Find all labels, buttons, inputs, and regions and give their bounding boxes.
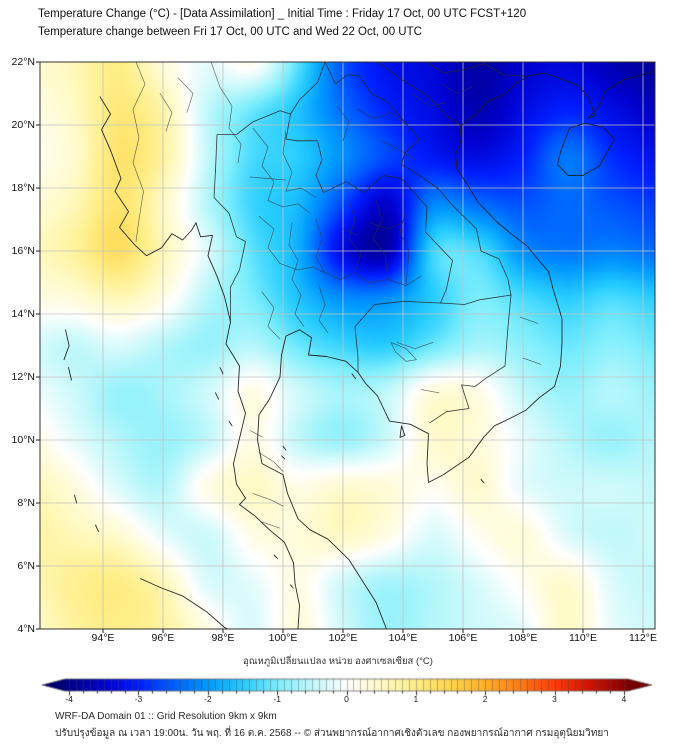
x-tick-label: 100°E [268, 632, 298, 644]
colorbar-canvas [0, 672, 676, 698]
colorbar-tick-label: 3 [552, 694, 557, 704]
footer-domain-info: WRF-DA Domain 01 :: Grid Resolution 9km … [55, 711, 277, 722]
colorbar-tick-label: -2 [204, 694, 212, 704]
page-title: Temperature Change (°C) - [Data Assimila… [38, 8, 527, 20]
footer-update-info: ปรับปรุงข้อมูล ณ เวลา 19:00น. วัน พฤ. ที… [55, 728, 609, 739]
x-tick-label: 94°E [91, 632, 115, 644]
y-tick-label: 10°N [11, 433, 35, 446]
y-tick-label: 6°N [17, 559, 35, 572]
x-tick-label: 110°E [569, 632, 597, 644]
x-tick-label: 106°E [448, 632, 478, 644]
x-tick-label: 96°E [151, 632, 175, 644]
y-tick-label: 20°N [11, 118, 35, 131]
colorbar-tick-label: 1 [413, 694, 419, 704]
y-tick-label: 8°N [17, 496, 35, 509]
y-tick-label: 14°N [11, 307, 35, 320]
y-tick-label: 18°N [11, 181, 35, 194]
x-tick-label: 104°E [388, 632, 418, 644]
y-tick-label: 4°N [17, 622, 35, 635]
colorbar-tick-label: -1 [273, 694, 281, 704]
y-tick-label: 16°N [11, 244, 35, 257]
page-subtitle: Temperature change between Fri 17 Oct, 0… [38, 26, 422, 38]
colorbar-tick-label: 2 [482, 694, 488, 704]
y-tick-label: 22°N [11, 55, 35, 68]
temperature-field-canvas [40, 62, 655, 629]
colorbar-tick-label: 4 [621, 694, 627, 704]
y-tick-label: 12°N [11, 370, 35, 383]
x-tick-label: 112°E [629, 632, 657, 644]
x-tick-label: 108°E [508, 632, 538, 644]
x-tick-label: 102°E [328, 632, 358, 644]
colorbar-tick-label: -3 [134, 694, 143, 704]
colorbar-tick-label: -4 [65, 694, 73, 704]
x-tick-label: 98°E [211, 632, 235, 644]
colorbar-title: อุณหภูมิเปลี่ยนแปลง หน่วย องศาเซลเซียส (… [243, 656, 433, 667]
colorbar-tick-label: 0 [344, 694, 349, 704]
